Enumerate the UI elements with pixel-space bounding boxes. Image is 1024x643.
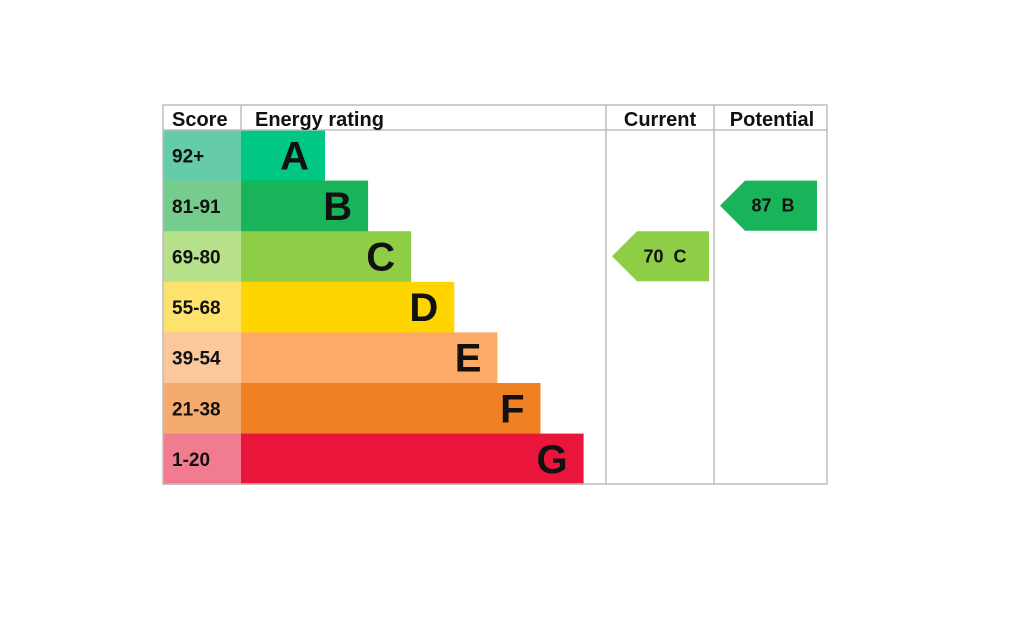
band-row-b: 81-91 B bbox=[163, 180, 369, 232]
header-energy-rating: Energy rating bbox=[255, 109, 384, 131]
rating-letter-a: A bbox=[280, 134, 309, 178]
potential-rating-arrow: 87 B bbox=[720, 180, 817, 231]
header-score: Score bbox=[172, 109, 228, 131]
score-range-e: 39-54 bbox=[172, 349, 221, 370]
rating-bands: 92+ A 81-91 B 69-80 C 55-68 D 39-54 E 21-38 F 1-20 G bbox=[163, 130, 584, 485]
header-current: Current bbox=[624, 109, 697, 131]
band-row-a: 92+ A bbox=[163, 130, 325, 182]
table-header: Score Energy rating Current Potential bbox=[172, 109, 814, 131]
rating-bar-c bbox=[241, 231, 412, 283]
score-cell-f bbox=[163, 383, 241, 435]
score-cell-a bbox=[163, 130, 241, 182]
band-row-e: 39-54 E bbox=[163, 332, 498, 384]
score-cell-g bbox=[163, 433, 241, 485]
rating-bar-f bbox=[241, 383, 541, 435]
potential-rating-arrow-label: 87 B bbox=[751, 196, 794, 216]
score-range-g: 1-20 bbox=[172, 450, 210, 471]
score-range-b: 81-91 bbox=[172, 197, 221, 218]
rating-letter-g: G bbox=[536, 438, 567, 482]
score-range-c: 69-80 bbox=[172, 248, 221, 269]
rating-letter-f: F bbox=[500, 387, 524, 431]
band-row-d: 55-68 D bbox=[163, 281, 455, 333]
band-row-g: 1-20 G bbox=[163, 433, 584, 485]
score-range-a: 92+ bbox=[172, 146, 204, 167]
score-cell-b bbox=[163, 180, 241, 232]
score-range-f: 21-38 bbox=[172, 399, 221, 420]
current-rating-arrow-label: 70 C bbox=[643, 246, 686, 266]
rating-bar-g bbox=[241, 433, 584, 485]
score-cell-c bbox=[163, 231, 241, 283]
potential-rating-arrow-shape bbox=[720, 180, 817, 231]
header-potential: Potential bbox=[730, 109, 814, 131]
table-border bbox=[162, 104, 828, 485]
rating-bar-a bbox=[241, 130, 325, 182]
rating-letter-d: D bbox=[409, 286, 438, 330]
rating-letter-e: E bbox=[455, 337, 482, 381]
table-grid bbox=[162, 104, 828, 485]
band-row-f: 21-38 F bbox=[163, 383, 541, 435]
score-cell-e bbox=[163, 332, 241, 384]
current-rating-arrow-shape bbox=[612, 231, 709, 282]
rating-bar-e bbox=[241, 332, 498, 384]
rating-bar-d bbox=[241, 281, 455, 333]
current-rating-arrow: 70 C bbox=[612, 231, 709, 282]
band-row-c: 69-80 C bbox=[163, 231, 412, 283]
score-range-d: 55-68 bbox=[172, 298, 221, 319]
rating-arrows: 70 C 87 B bbox=[612, 180, 817, 282]
rating-letter-c: C bbox=[366, 236, 395, 280]
rating-bar-b bbox=[241, 180, 369, 232]
rating-letter-b: B bbox=[323, 185, 352, 229]
score-cell-d bbox=[163, 281, 241, 333]
